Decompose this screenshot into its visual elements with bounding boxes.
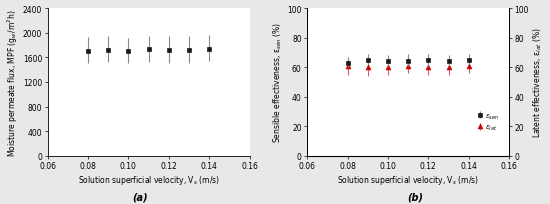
X-axis label: Solution superficial velocity, V$_s$ (m/s): Solution superficial velocity, V$_s$ (m/…	[337, 173, 479, 186]
X-axis label: Solution superficial velocity, V$_s$ (m/s): Solution superficial velocity, V$_s$ (m/…	[78, 173, 219, 186]
Y-axis label: Sensible effectiveness, ε$_{sen}$ (%): Sensible effectiveness, ε$_{sen}$ (%)	[272, 22, 284, 143]
Text: (a): (a)	[133, 192, 148, 202]
Legend: $ε_{sen}$, $ε_{lat}$: $ε_{sen}$, $ε_{lat}$	[474, 109, 502, 135]
Y-axis label: Latent effectiveness, ε$_{lat}$ (%): Latent effectiveness, ε$_{lat}$ (%)	[532, 28, 544, 138]
Y-axis label: Moisture permeate flux, MPF (g$_w$/m$^2$h): Moisture permeate flux, MPF (g$_w$/m$^2$…	[6, 9, 20, 156]
Text: (b): (b)	[407, 192, 424, 202]
